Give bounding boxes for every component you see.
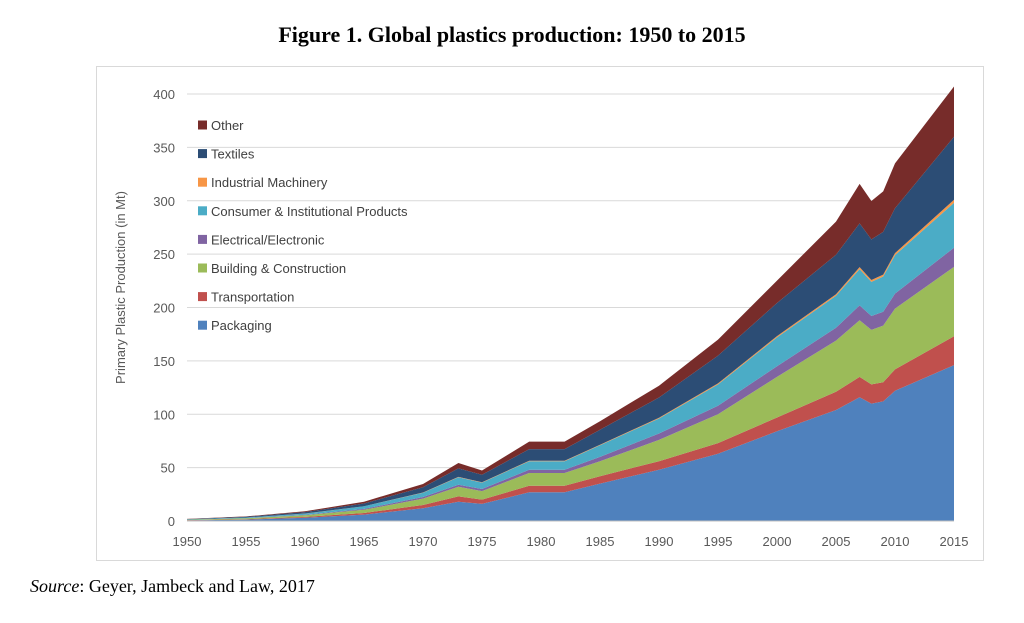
x-tick-label: 1990 bbox=[645, 534, 674, 549]
y-tick-label: 200 bbox=[153, 301, 175, 316]
legend-swatch bbox=[198, 292, 207, 302]
x-tick-label: 1970 bbox=[409, 534, 438, 549]
source-label: Source bbox=[30, 576, 80, 596]
x-tick-label: 1960 bbox=[291, 534, 320, 549]
y-tick-label: 100 bbox=[153, 407, 175, 422]
x-tick-label: 1980 bbox=[527, 534, 556, 549]
legend-label: Textiles bbox=[211, 147, 255, 162]
y-axis-label: Primary Plastic Production (in Mt) bbox=[113, 191, 128, 384]
axes: 0 50 100 150 200 250 300 350 400 1950 1955 1960 1965… bbox=[153, 87, 968, 549]
area-series bbox=[187, 266, 954, 521]
chart-area: 0 50 100 150 200 250 300 350 400 1950 1955 1960 1965… bbox=[96, 66, 984, 561]
legend-swatch bbox=[198, 206, 207, 216]
y-tick-label: 0 bbox=[168, 514, 175, 529]
x-tick-label: 1975 bbox=[468, 534, 497, 549]
x-tick-label: 2010 bbox=[881, 534, 910, 549]
legend-label: Consumer & Institutional Products bbox=[211, 204, 408, 219]
x-tick-label: 2000 bbox=[763, 534, 792, 549]
legend-label: Industrial Machinery bbox=[211, 175, 328, 190]
x-tick-label: 2005 bbox=[822, 534, 851, 549]
y-tick-label: 250 bbox=[153, 247, 175, 262]
y-tick-label: 400 bbox=[153, 87, 175, 102]
legend-swatch bbox=[198, 149, 207, 159]
x-tick-label: 1950 bbox=[173, 534, 202, 549]
y-tick-label: 300 bbox=[153, 194, 175, 209]
x-tick-label: 1955 bbox=[232, 534, 261, 549]
gridlines bbox=[187, 93, 954, 522]
legend-label: Packaging bbox=[211, 318, 272, 333]
y-tick-label: 50 bbox=[161, 461, 175, 476]
source-note: Source: Geyer, Jambeck and Law, 2017 bbox=[30, 576, 315, 597]
y-tick-label: 350 bbox=[153, 140, 175, 155]
x-tick-label: 1995 bbox=[704, 534, 733, 549]
legend: Other Textiles Industrial Machinery Consume… bbox=[198, 118, 408, 333]
figure-title: Figure 1. Global plastics production: 19… bbox=[278, 22, 746, 47]
legend-swatch bbox=[198, 177, 207, 187]
legend-swatch bbox=[198, 320, 207, 330]
stacked-area-chart: 0 50 100 150 200 250 300 350 400 1950 1955 1960 1965… bbox=[113, 86, 968, 549]
legend-swatch bbox=[198, 263, 207, 273]
y-tick-label: 150 bbox=[153, 354, 175, 369]
x-tick-label: 1965 bbox=[350, 534, 379, 549]
area-series bbox=[187, 365, 954, 521]
legend-swatch bbox=[198, 234, 207, 244]
legend-label: Other bbox=[211, 118, 244, 133]
source-text: : Geyer, Jambeck and Law, 2017 bbox=[79, 576, 315, 596]
legend-label: Building & Construction bbox=[211, 261, 346, 276]
legend-label: Electrical/Electronic bbox=[211, 232, 325, 247]
series-areas bbox=[187, 86, 954, 521]
x-tick-label: 1985 bbox=[586, 534, 615, 549]
legend-label: Transportation bbox=[211, 290, 294, 305]
x-tick-label: 2015 bbox=[940, 534, 969, 549]
legend-swatch bbox=[198, 120, 207, 130]
